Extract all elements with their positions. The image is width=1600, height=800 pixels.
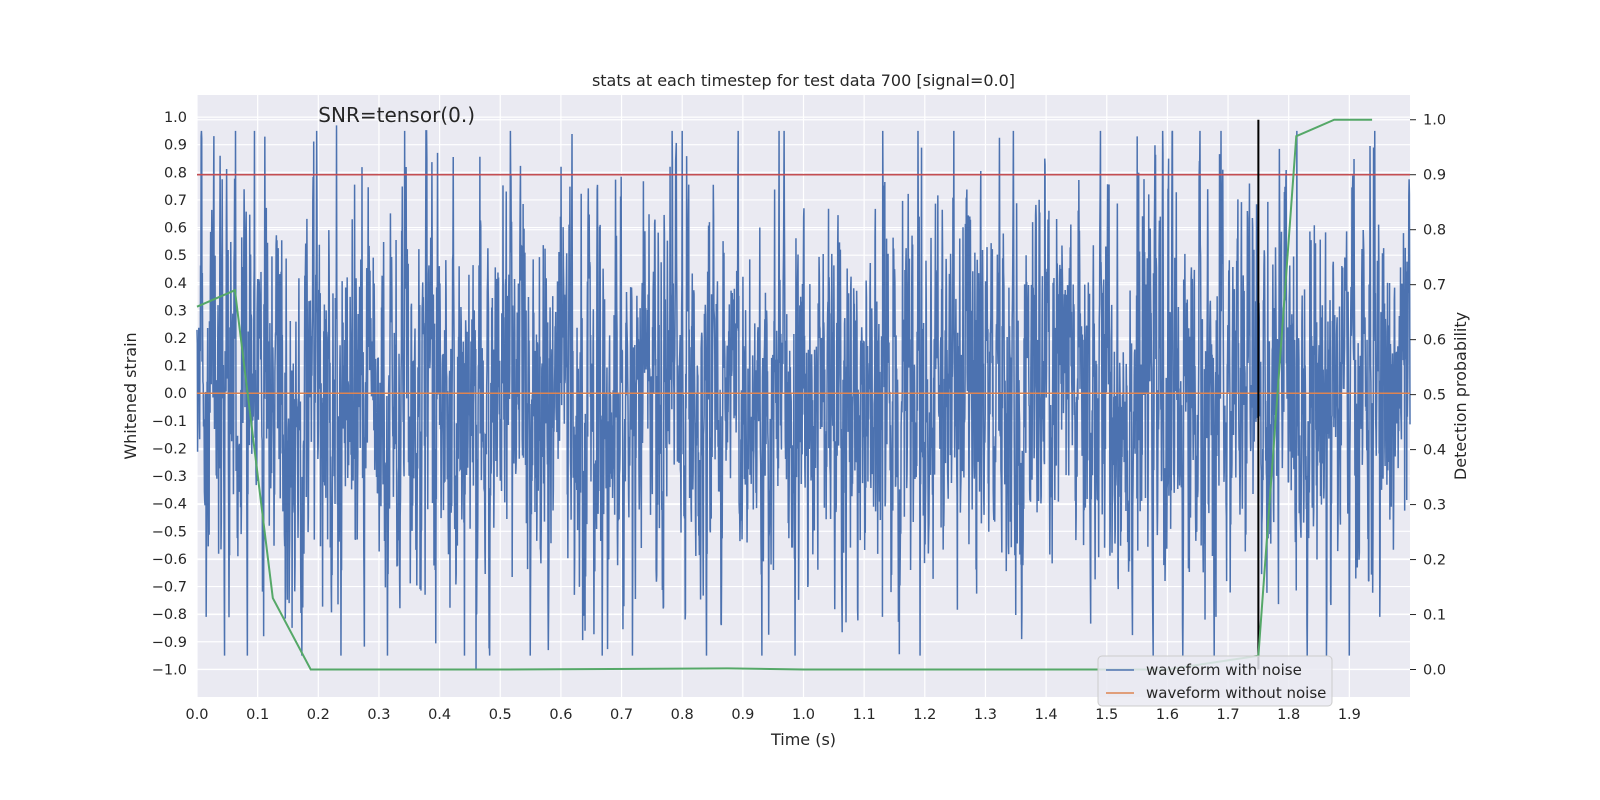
legend-box xyxy=(1097,655,1333,707)
legend-label-noise: waveform with noise xyxy=(1146,661,1302,679)
legend: waveform with noise waveform without noi… xyxy=(1097,655,1333,707)
x-tick-label: 1.9 xyxy=(1338,707,1361,723)
y-tick-label-right: 0.7 xyxy=(1423,278,1446,294)
y-tick-label-right: 0.1 xyxy=(1423,608,1446,624)
x-tick-label: 0.4 xyxy=(428,707,451,723)
y-tick-label-left: −0.5 xyxy=(152,524,187,540)
y-tick-label-left: 0.6 xyxy=(164,221,187,237)
y-tick-label-left: −0.6 xyxy=(152,552,187,568)
y-tick-label-left: 0.4 xyxy=(164,276,187,292)
y-tick-label-right: 0.4 xyxy=(1423,443,1446,459)
y-tick-label-right: 0.0 xyxy=(1423,663,1446,679)
y-tick-label-right: 0.3 xyxy=(1423,498,1446,514)
x-tick-label: 0.7 xyxy=(610,707,633,723)
x-tick-label: 1.4 xyxy=(1035,707,1058,723)
y-axis-label-left: Whitened strain xyxy=(121,332,140,459)
series-detection-probability xyxy=(196,118,1373,671)
y-tick-label-left: 0.9 xyxy=(164,138,187,154)
y-tick-label-left: −0.2 xyxy=(152,441,187,457)
x-tick-label: 0.9 xyxy=(731,707,754,723)
x-tick-label: 0.2 xyxy=(307,707,330,723)
chart-title: stats at each timestep for test data 700… xyxy=(592,71,1015,90)
x-tick-label: 1.2 xyxy=(913,707,936,723)
y-tick-label-left: −1.0 xyxy=(152,662,187,678)
x-tick-label: 1.1 xyxy=(853,707,876,723)
x-tick-label: 0.6 xyxy=(549,707,572,723)
tick-labels: 0.0 0.1 0.2 0.3 0.4 0.5 0.6 0.7 0.8 0.9 1.0 1.1 1.2 1… xyxy=(152,110,1446,723)
y-tick-label-left: 0.7 xyxy=(164,193,187,209)
x-tick-label: 1.7 xyxy=(1217,707,1240,723)
x-tick-label: 0.1 xyxy=(246,707,269,723)
y-tick-label-left: −0.7 xyxy=(152,580,187,596)
x-tick-label: 1.8 xyxy=(1277,707,1300,723)
y-tick-label-left: 0.3 xyxy=(164,303,187,319)
y-tick-label-right: 0.5 xyxy=(1423,388,1446,404)
y-tick-label-right: 0.6 xyxy=(1423,333,1446,349)
y-tick-label-left: −0.1 xyxy=(152,414,187,430)
legend-label-clean: waveform without noise xyxy=(1146,684,1326,702)
y-tick-label-right: 0.8 xyxy=(1423,223,1446,239)
y-tick-label-left: 0.8 xyxy=(164,165,187,181)
y-axis-label-right: Detection probability xyxy=(1451,312,1470,480)
y-tick-label-right: 0.2 xyxy=(1423,553,1446,569)
x-tick-label: 0.0 xyxy=(185,707,208,723)
series-waveform-with-noise xyxy=(196,125,1411,670)
x-tick-label: 1.5 xyxy=(1095,707,1118,723)
series-layer xyxy=(196,118,1411,671)
y-tick-label-left: −0.3 xyxy=(152,469,187,485)
x-tick-label: 1.6 xyxy=(1156,707,1179,723)
y-tick-label-right: 1.0 xyxy=(1423,113,1446,129)
y-tick-label-left: 1.0 xyxy=(164,110,187,126)
y-tick-label-left: 0.1 xyxy=(164,359,187,375)
x-tick-label: 0.3 xyxy=(367,707,390,723)
y-tick-label-left: −0.8 xyxy=(152,607,187,623)
y-tick-label-right: 0.9 xyxy=(1423,168,1446,184)
x-axis-label: Time (s) xyxy=(770,730,836,749)
y-tick-label-left: 0.2 xyxy=(164,331,187,347)
x-tick-label: 1.3 xyxy=(974,707,997,723)
x-tick-label: 0.5 xyxy=(489,707,512,723)
y-tick-label-left: −0.9 xyxy=(152,635,187,651)
y-tick-label-left: −0.4 xyxy=(152,497,187,513)
snr-annotation: SNR=tensor(0.) xyxy=(318,103,475,127)
y-tick-label-left: 0.0 xyxy=(164,386,187,402)
y-tick-label-left: 0.5 xyxy=(164,248,187,264)
x-tick-label: 0.8 xyxy=(671,707,694,723)
x-tick-label: 1.0 xyxy=(792,707,815,723)
